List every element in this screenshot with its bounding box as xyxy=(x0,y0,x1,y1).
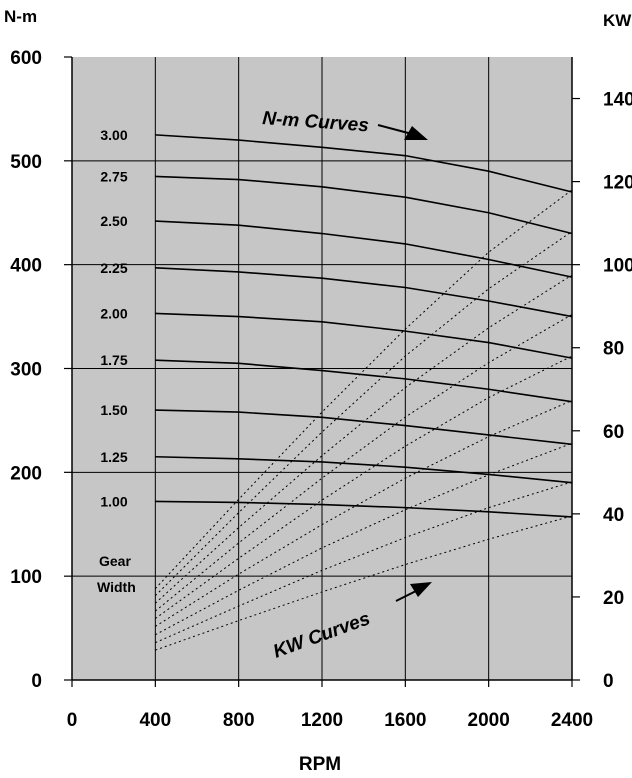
x-axis-title: RPM xyxy=(299,754,341,775)
y-left-tick-label-0: 0 xyxy=(31,671,42,692)
x-tick-label-2000: 2000 xyxy=(468,710,510,731)
nm-curve-1.50 xyxy=(155,409,573,446)
y-right-tick-label-100: 100 xyxy=(603,256,632,277)
gear-width-label-2.75: 2.75 xyxy=(100,168,127,184)
y-left-tick-label-300: 300 xyxy=(10,360,42,381)
nm-curve-2.50 xyxy=(155,220,573,278)
gear-width-label-2.00: 2.00 xyxy=(100,305,127,321)
gear-width-label-3.00: 3.00 xyxy=(100,127,127,143)
x-tick-label-2400: 2400 xyxy=(551,710,593,731)
kw-curve-1.00 xyxy=(155,515,573,651)
gear-width-label-1.75: 1.75 xyxy=(100,352,127,368)
y-right-tick-label-80: 80 xyxy=(603,339,624,360)
nm-curve-2.75 xyxy=(155,175,573,235)
gear-width-header-line1: Gear xyxy=(99,553,131,569)
nm-curve-2.25 xyxy=(155,266,573,318)
y-left-tick-label-200: 200 xyxy=(10,463,42,484)
nm-curves xyxy=(155,134,573,518)
y-right-tick-label-60: 60 xyxy=(603,422,624,443)
x-tick-label-1200: 1200 xyxy=(301,710,343,731)
kw-curve-3.00 xyxy=(154,189,573,589)
kw-curve-1.25 xyxy=(155,481,573,644)
x-tick-label-1600: 1600 xyxy=(384,710,426,731)
kw-curves-arrow xyxy=(395,582,432,602)
gear-width-header-line2: Width xyxy=(97,579,136,595)
y-right-tick-label-120: 120 xyxy=(603,173,632,194)
x-tick-label-800: 800 xyxy=(223,710,255,731)
nm-curve-1.00 xyxy=(155,500,573,518)
gear-width-label-1.50: 1.50 xyxy=(100,402,127,418)
nm-curve-1.75 xyxy=(155,359,573,403)
gear-width-label-2.50: 2.50 xyxy=(100,213,127,229)
y-right-tick-label-40: 40 xyxy=(603,505,624,526)
gear-width-labels: 3.00 2.75 2.50 2.25 2.00 1.75 1.50 1.25 1.00 xyxy=(100,127,127,510)
gear-width-label-1.00: 1.00 xyxy=(100,493,127,509)
nm-curves-arrow xyxy=(377,124,428,140)
y-right-tick-label-140: 140 xyxy=(603,90,632,111)
nm-curve-2.00 xyxy=(155,312,573,359)
x-tick-label-0: 0 xyxy=(67,710,78,731)
nm-curve-1.25 xyxy=(155,455,573,484)
y-left-tick-label-600: 600 xyxy=(10,48,42,69)
y-left-tick-label-500: 500 xyxy=(10,152,42,173)
right-axis-unit: KW xyxy=(603,11,632,30)
kw-curve-2.75 xyxy=(154,231,573,597)
grid-lines xyxy=(72,57,572,680)
left-axis-unit: N-m xyxy=(4,7,37,26)
nm-curve-3.00 xyxy=(155,134,573,193)
y-left-tick-label-400: 400 xyxy=(10,256,42,277)
y-right-tick-label-20: 20 xyxy=(603,588,624,609)
tick-labels: 0 100 200 300 400 500 600 0 20 40 60 80 100 120 140 0 40… xyxy=(10,48,632,731)
gear-width-label-1.25: 1.25 xyxy=(100,449,127,465)
y-left-tick-label-100: 100 xyxy=(10,567,42,588)
gear-width-label-2.25: 2.25 xyxy=(100,260,127,276)
axes xyxy=(64,56,580,687)
y-right-tick-label-0: 0 xyxy=(603,671,614,692)
x-tick-label-400: 400 xyxy=(139,710,171,731)
